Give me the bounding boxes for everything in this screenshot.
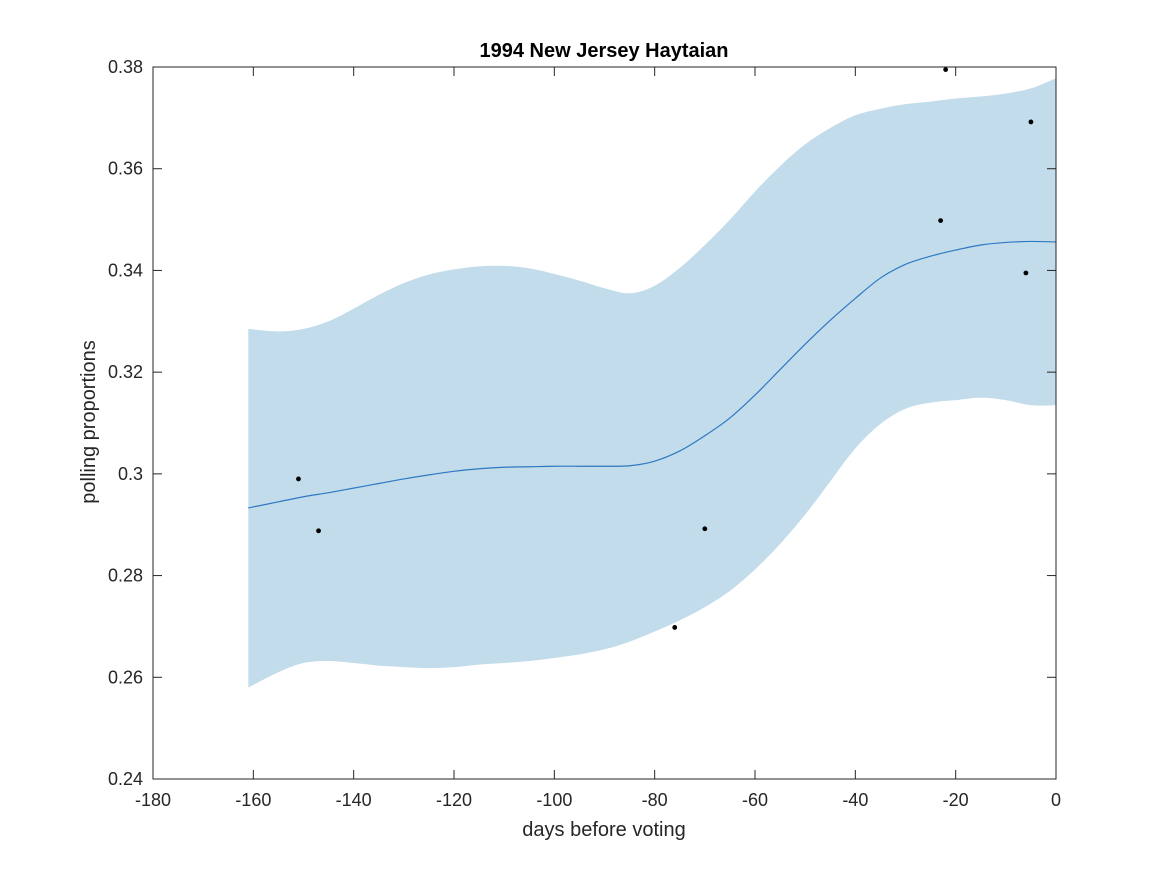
y-tick-label: 0.34 xyxy=(108,260,143,280)
plot-frame xyxy=(152,66,1057,780)
x-tick-label: -160 xyxy=(235,790,271,810)
x-tick-label: -80 xyxy=(642,790,668,810)
x-tick-label: -20 xyxy=(943,790,969,810)
data-point xyxy=(672,625,678,630)
data-point xyxy=(316,528,321,534)
data-point xyxy=(938,218,944,223)
x-axis-label: days before voting xyxy=(522,819,685,841)
x-tick-label: -120 xyxy=(436,790,472,810)
plot-content xyxy=(248,67,1057,688)
data-point xyxy=(943,67,949,72)
mean-line xyxy=(248,240,1057,509)
y-tick-label: 0.26 xyxy=(108,667,143,687)
y-tick-label: 0.24 xyxy=(108,769,143,789)
y-tick-label: 0.28 xyxy=(108,566,143,586)
y-tick-label: 0.32 xyxy=(108,362,143,382)
data-point xyxy=(1023,270,1029,276)
x-tick-label: 0 xyxy=(1051,790,1061,810)
data-point xyxy=(296,476,301,482)
x-tick-label: -40 xyxy=(842,790,868,810)
y-axis-label: polling proportions xyxy=(78,340,100,503)
data-point xyxy=(1028,119,1034,125)
x-tick-label: -60 xyxy=(742,790,768,810)
axes: -180 -160 -140 -120 -100 -80 -60 -40 -20 0 0.24 0.2… xyxy=(108,57,1061,810)
x-tick-label: -140 xyxy=(336,790,372,810)
y-tick-label: 0.38 xyxy=(108,57,143,77)
x-tick-label: -100 xyxy=(536,790,572,810)
chart-title: 1994 New Jersey Haytaian xyxy=(479,40,728,62)
y-tick-label: 0.3 xyxy=(118,464,143,484)
confidence-band xyxy=(248,78,1056,688)
y-tick-label: 0.36 xyxy=(108,159,143,179)
data-point xyxy=(702,526,708,532)
x-tick-label: -180 xyxy=(135,790,171,810)
